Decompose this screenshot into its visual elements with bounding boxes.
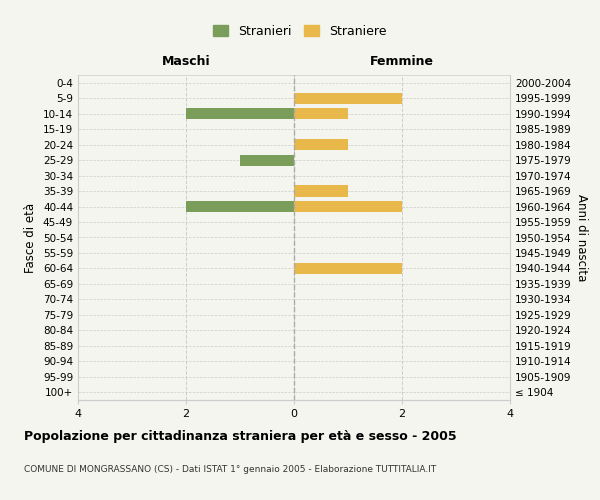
Bar (186, 108, 294, 120)
Text: COMUNE DI MONGRASSANO (CS) - Dati ISTAT 1° gennaio 2005 - Elaborazione TUTTITALI: COMUNE DI MONGRASSANO (CS) - Dati ISTAT … (24, 465, 436, 474)
Legend: Stranieri, Straniere: Stranieri, Straniere (209, 21, 391, 42)
Text: Maschi: Maschi (161, 56, 211, 68)
Bar (294, 139, 348, 150)
Text: Femmine: Femmine (370, 56, 434, 68)
Text: Popolazione per cittadinanza straniera per età e sesso - 2005: Popolazione per cittadinanza straniera p… (24, 430, 457, 443)
Bar (294, 201, 402, 212)
Y-axis label: Fasce di età: Fasce di età (25, 202, 37, 272)
Bar (294, 263, 402, 274)
Bar (294, 92, 402, 104)
Bar (240, 154, 294, 166)
Bar (294, 108, 348, 120)
Y-axis label: Anni di nascita: Anni di nascita (575, 194, 588, 281)
Bar (186, 201, 294, 212)
Bar (294, 186, 348, 196)
